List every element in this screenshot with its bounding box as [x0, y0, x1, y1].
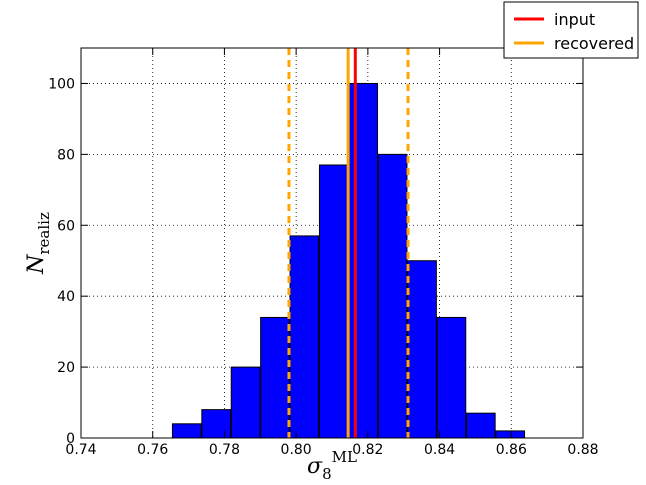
reference-lines: [287, 48, 410, 438]
histogram-bar: [171, 423, 202, 439]
x-axis-label-sub: 8: [322, 465, 332, 483]
plot-frame: [80, 47, 584, 439]
legend-label-input: input: [554, 10, 595, 29]
histogram-bar: [495, 430, 526, 439]
histogram-bar: [289, 235, 320, 439]
histogram-bar: [465, 412, 496, 439]
legend-box: [503, 1, 639, 59]
histogram-bar: [201, 409, 232, 439]
y-tick-label: 60: [57, 218, 75, 234]
histogram-bar: [260, 316, 290, 439]
y-axis-label-base: N: [24, 254, 49, 275]
histogram-bar: [407, 260, 437, 439]
y-tick-label: 20: [57, 360, 75, 376]
y-tick-label: 80: [57, 147, 75, 163]
x-tick-label: 0.88: [567, 442, 598, 458]
y-tick-label: 0: [66, 431, 75, 447]
x-tick-label: 0.78: [209, 442, 240, 458]
x-axis-label-sup: ML: [332, 448, 357, 466]
legend: input recovered: [503, 1, 639, 59]
y-tick-labels: 0 20 40 60 80 100: [48, 76, 75, 447]
x-axis-label: σ8ML: [307, 448, 357, 483]
x-tick-label: 0.84: [424, 442, 455, 458]
y-axis-label-sub: realiz: [35, 212, 53, 255]
histogram-bar: [348, 82, 379, 439]
x-tick-label: 0.80: [281, 442, 312, 458]
y-tick-label: 100: [48, 76, 75, 92]
histogram-bar: [436, 316, 467, 439]
x-tick-label: 0.74: [65, 442, 96, 458]
histogram-bar: [318, 164, 349, 439]
histogram-bars: [171, 82, 526, 439]
x-tick-label: 0.86: [496, 442, 527, 458]
x-tick-label: 0.76: [137, 442, 168, 458]
y-tick-label: 40: [57, 289, 75, 305]
legend-label-recovered: recovered: [554, 34, 634, 53]
x-tick-label: 0.82: [352, 442, 383, 458]
histogram-bar: [377, 153, 408, 439]
y-axis-label: Nrealiz: [24, 212, 53, 275]
histogram-bar: [230, 366, 261, 439]
x-tick-labels: 0.74 0.76 0.78 0.80 0.82 0.84 0.86 0.88: [65, 442, 598, 458]
x-axis-label-base: σ: [307, 454, 323, 479]
